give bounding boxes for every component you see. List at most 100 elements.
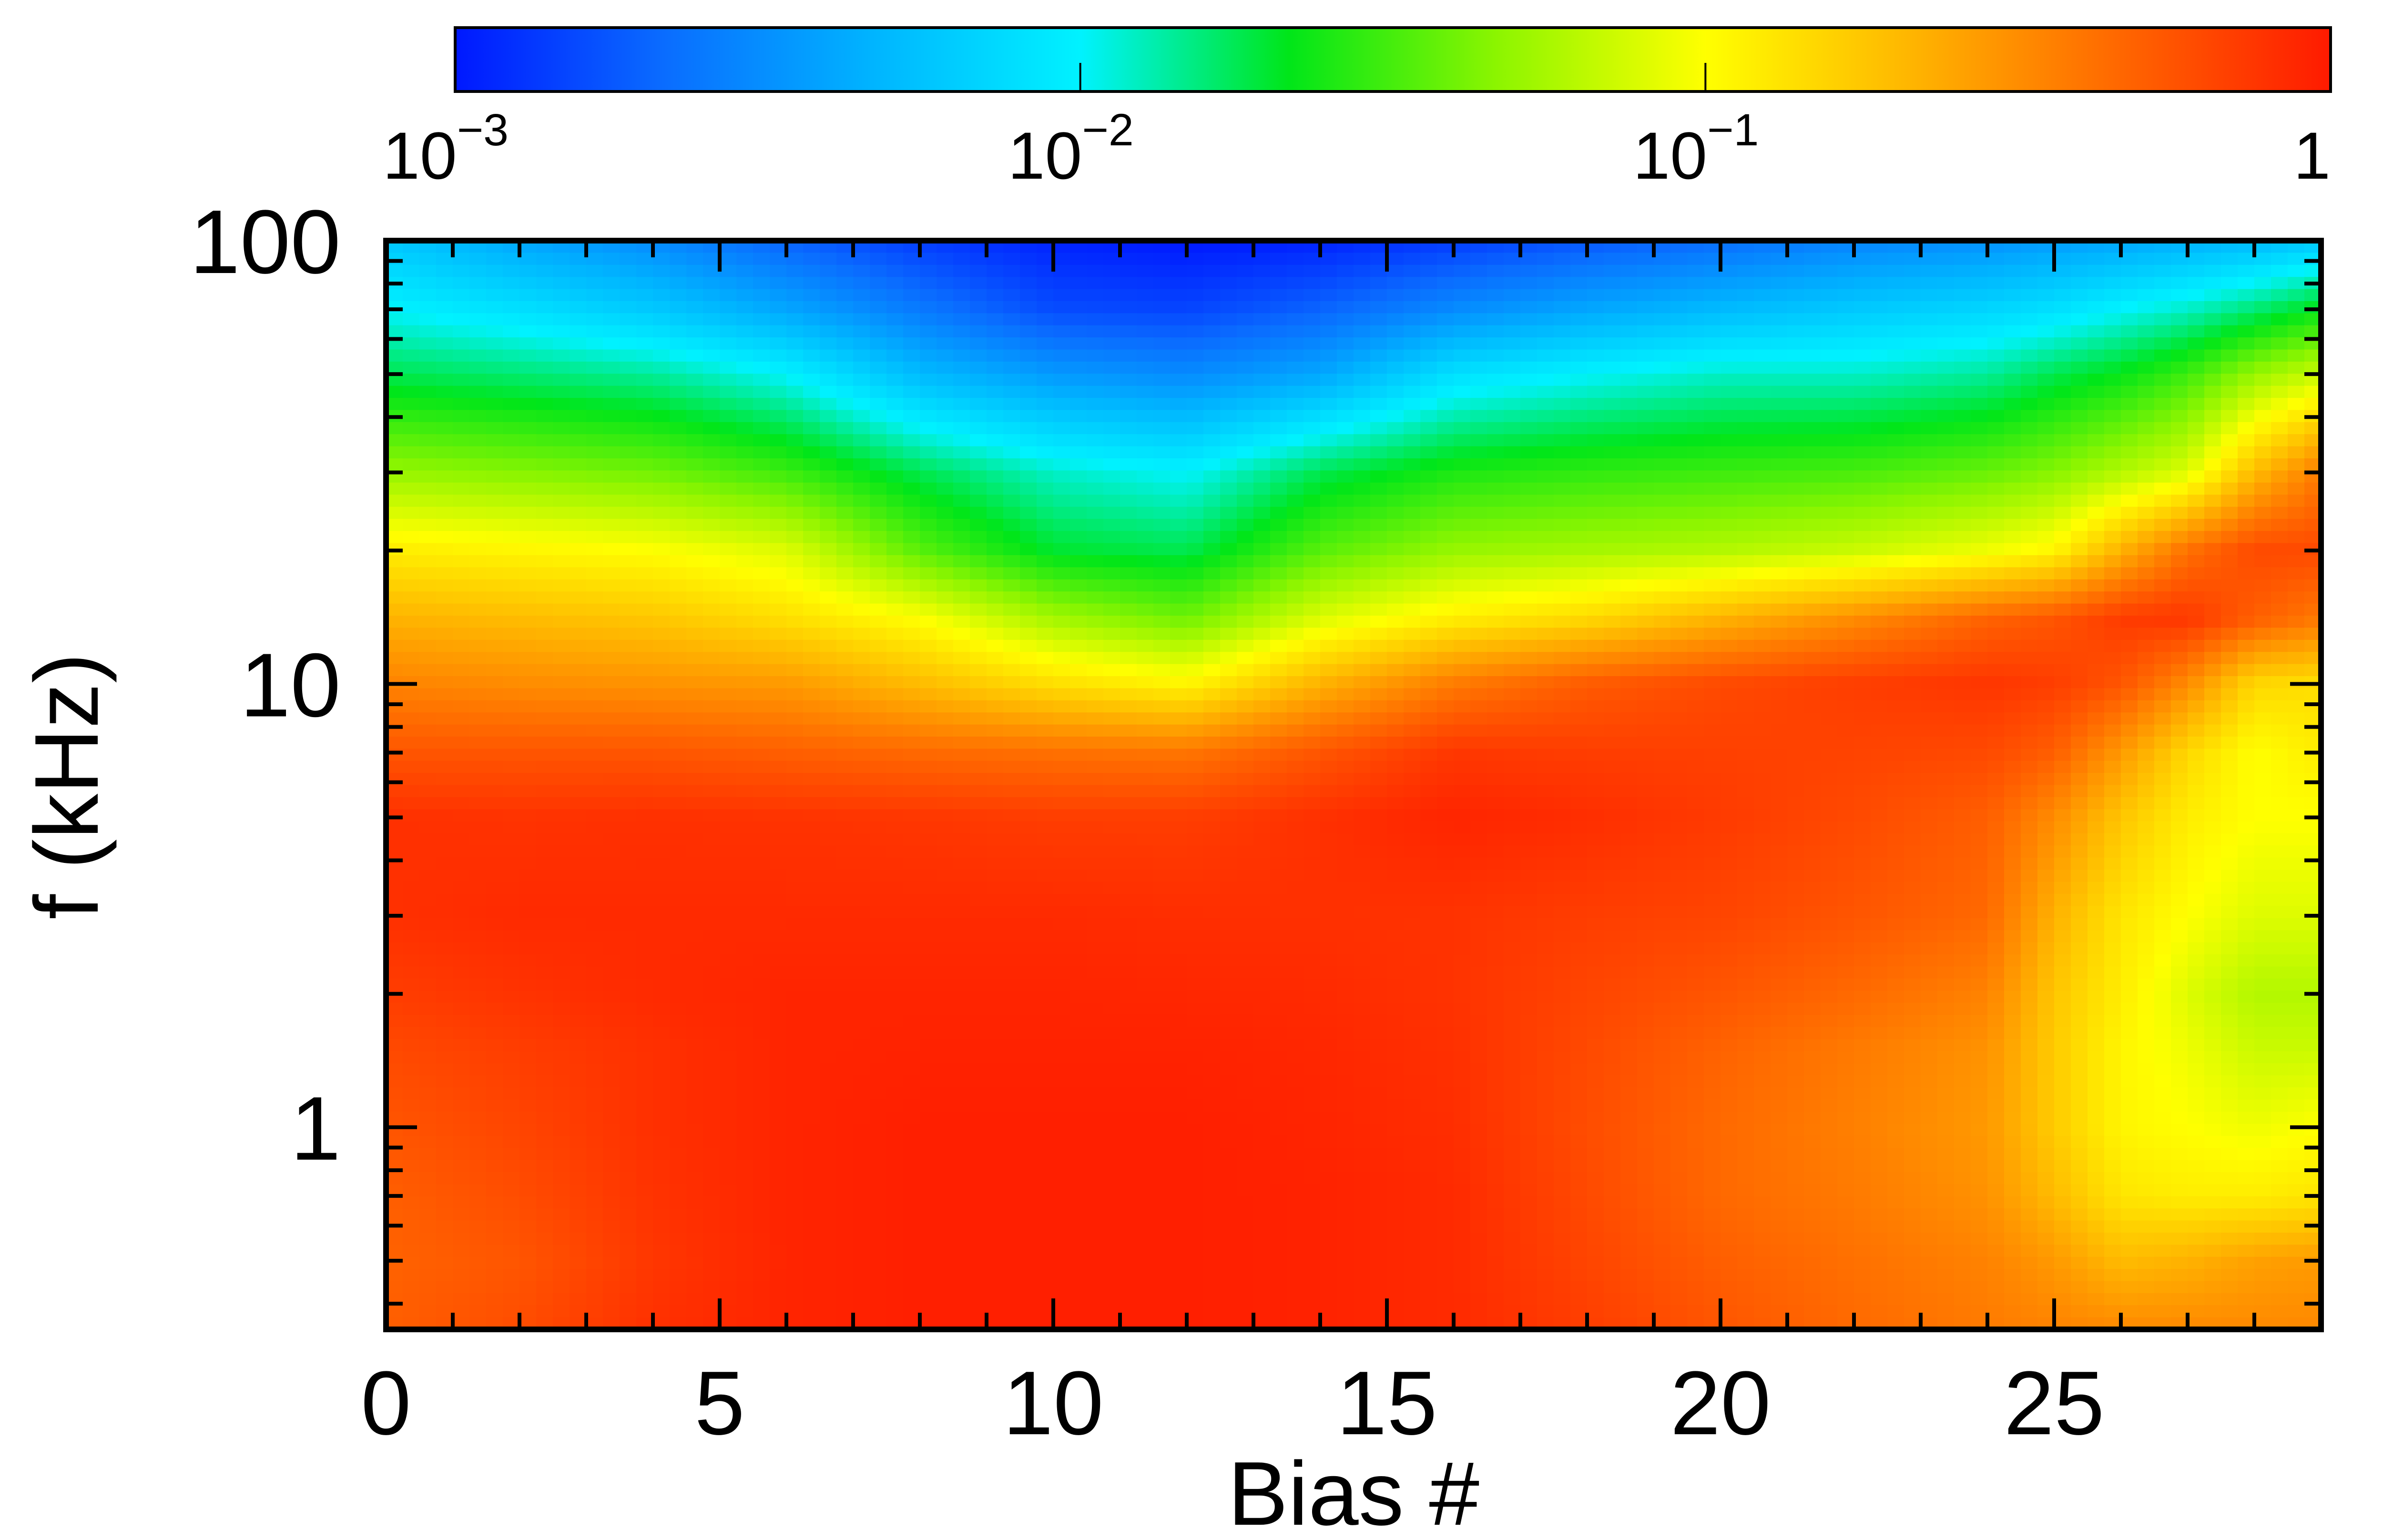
heatmap-cell	[1437, 374, 1454, 386]
heatmap-cell	[1854, 519, 1871, 531]
heatmap-cell	[853, 507, 870, 519]
heatmap-cell	[1904, 567, 1921, 580]
heatmap-cell	[1053, 712, 1070, 725]
heatmap-cell	[920, 567, 937, 580]
heatmap-cell	[1070, 495, 1087, 507]
heatmap-cell	[670, 458, 687, 471]
heatmap-cell	[1253, 313, 1271, 325]
heatmap-cell	[2088, 362, 2105, 374]
heatmap-cell	[2288, 398, 2305, 410]
heatmap-cell	[970, 507, 987, 519]
heatmap-cell	[1337, 325, 1354, 338]
heatmap-cell	[636, 446, 653, 459]
heatmap-cell	[1053, 640, 1070, 652]
heatmap-cell	[2021, 350, 2038, 362]
heatmap-cell	[620, 591, 637, 604]
heatmap-cell	[920, 725, 937, 737]
heatmap-cell	[1904, 483, 1921, 495]
heatmap-cell	[1587, 483, 1604, 495]
heatmap-cell	[753, 700, 770, 713]
heatmap-cell	[1203, 313, 1221, 325]
heatmap-cell	[1771, 446, 1788, 459]
heatmap-cell	[953, 519, 970, 531]
heatmap-cell	[403, 628, 420, 640]
heatmap-cell	[570, 410, 587, 422]
heatmap-cell	[937, 289, 954, 302]
heatmap-cell	[419, 289, 437, 302]
heatmap-cell	[1971, 446, 1988, 459]
heatmap-cell	[1537, 277, 1554, 289]
heatmap-cell	[1404, 434, 1421, 446]
heatmap-cell	[2288, 712, 2305, 725]
heatmap-cell	[1037, 616, 1054, 628]
heatmap-cell	[436, 337, 453, 350]
heatmap-cell	[1337, 652, 1354, 664]
heatmap-cell	[1704, 543, 1721, 556]
heatmap-cell	[1654, 301, 1671, 314]
heatmap-cell	[820, 386, 837, 398]
heatmap-cell	[903, 362, 920, 374]
heatmap-cell	[1554, 628, 1571, 640]
heatmap-cell	[1887, 434, 1904, 446]
heatmap-cell	[1253, 628, 1271, 640]
heatmap-cell	[1754, 350, 1771, 362]
heatmap-cell	[1737, 700, 1754, 713]
heatmap-cell	[1704, 470, 1721, 483]
heatmap-cell	[1771, 313, 1788, 325]
heatmap-cell	[1837, 422, 1854, 435]
heatmap-cell	[403, 265, 420, 277]
heatmap-cell	[620, 749, 637, 761]
heatmap-cell	[1854, 555, 1871, 567]
heatmap-cell	[2171, 410, 2188, 422]
heatmap-cell	[2138, 362, 2155, 374]
heatmap-cell	[1170, 531, 1187, 543]
heatmap-cell	[1237, 616, 1254, 628]
heatmap-cell	[720, 664, 737, 677]
heatmap-cell	[1420, 519, 1437, 531]
heatmap-cell	[1020, 470, 1037, 483]
heatmap-cell	[1220, 591, 1237, 604]
heatmap-cell	[1570, 458, 1588, 471]
heatmap-cell	[1704, 386, 1721, 398]
heatmap-cell	[1704, 253, 1721, 265]
heatmap-cell	[1454, 313, 1471, 325]
heatmap-cell	[1187, 616, 1204, 628]
heatmap-cell	[1654, 555, 1671, 567]
heatmap-cell	[2121, 700, 2138, 713]
heatmap-cell	[770, 640, 787, 652]
heatmap-cell	[1904, 458, 1921, 471]
heatmap-cell	[1871, 652, 1888, 664]
heatmap-cell	[2188, 422, 2205, 435]
heatmap-cell	[1537, 337, 1554, 350]
heatmap-cell	[1103, 458, 1120, 471]
heatmap-cell	[1270, 567, 1287, 580]
heatmap-cell	[870, 386, 887, 398]
heatmap-cell	[720, 458, 737, 471]
heatmap-cell	[920, 470, 937, 483]
heatmap-cell	[1971, 749, 1988, 761]
heatmap-cell	[403, 725, 420, 737]
heatmap-cell	[1437, 737, 1454, 749]
heatmap-cell	[1937, 712, 1955, 725]
heatmap-cell	[920, 640, 937, 652]
heatmap-cell	[1420, 495, 1437, 507]
heatmap-cell	[786, 543, 804, 556]
heatmap-cell	[1253, 374, 1271, 386]
heatmap-cell	[1887, 531, 1904, 543]
heatmap-cell	[803, 446, 820, 459]
heatmap-cell	[1003, 289, 1020, 302]
heatmap-cell	[1337, 628, 1354, 640]
heatmap-cell	[820, 374, 837, 386]
heatmap-cell	[1854, 604, 1871, 616]
heatmap-cell	[603, 688, 620, 700]
heatmap-cell	[2071, 543, 2088, 556]
heatmap-cell	[786, 640, 804, 652]
heatmap-cell	[686, 725, 703, 737]
heatmap-cell	[1737, 337, 1754, 350]
heatmap-cell	[1320, 289, 1337, 302]
heatmap-cell	[1203, 591, 1221, 604]
heatmap-cell	[1337, 289, 1354, 302]
heatmap-cell	[2104, 362, 2121, 374]
heatmap-cell	[1504, 640, 1521, 652]
heatmap-cell	[1020, 591, 1037, 604]
